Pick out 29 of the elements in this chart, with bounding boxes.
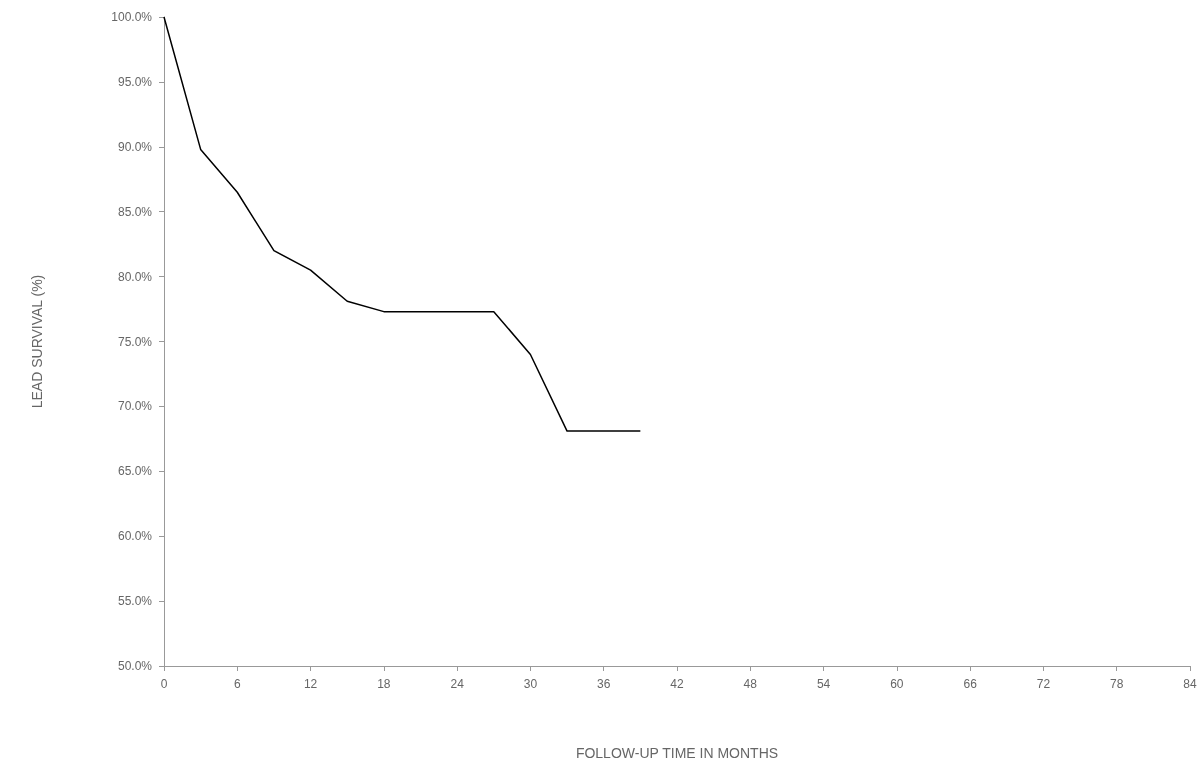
x-tick-label: 18 [377,677,391,691]
y-tick-label: 70.0% [117,399,153,414]
y-tick-label: 75.0% [117,334,153,349]
y-axis-title: LEAD SURVIVAL (%) [29,274,45,409]
x-tick-label: 72 [1036,677,1051,691]
y-tick-label: 80.0% [117,269,153,284]
y-tick-label: 100.0% [111,10,153,24]
x-tick-label: 60 [890,677,904,691]
y-tick-label: 55.0% [117,594,153,609]
x-tick-label: 66 [963,677,978,691]
x-tick-label: 12 [303,677,318,691]
x-tick-label: 54 [816,677,831,691]
x-tick-label: 0 [160,677,168,691]
x-tick-label: 30 [523,677,538,691]
x-tick-label: 48 [743,677,758,691]
y-tick-label: 95.0% [117,74,153,89]
x-tick-label: 24 [450,677,465,691]
y-tick-label: 50.0% [117,659,153,673]
x-tick-label: 42 [670,677,684,691]
x-tick-label: 36 [597,677,611,691]
y-tick-label: 60.0% [117,529,153,544]
y-tick-label: 85.0% [117,204,153,219]
x-tick-label: 84 [1183,677,1197,691]
x-tick-label: 6 [233,677,241,691]
line-series [163,16,642,432]
x-axis-title: FOLLOW-UP TIME IN MONTHS [575,745,779,761]
y-tick-label: 65.0% [117,464,153,479]
x-tick-label: 78 [1110,677,1124,691]
y-tick-label: 90.0% [117,139,153,154]
